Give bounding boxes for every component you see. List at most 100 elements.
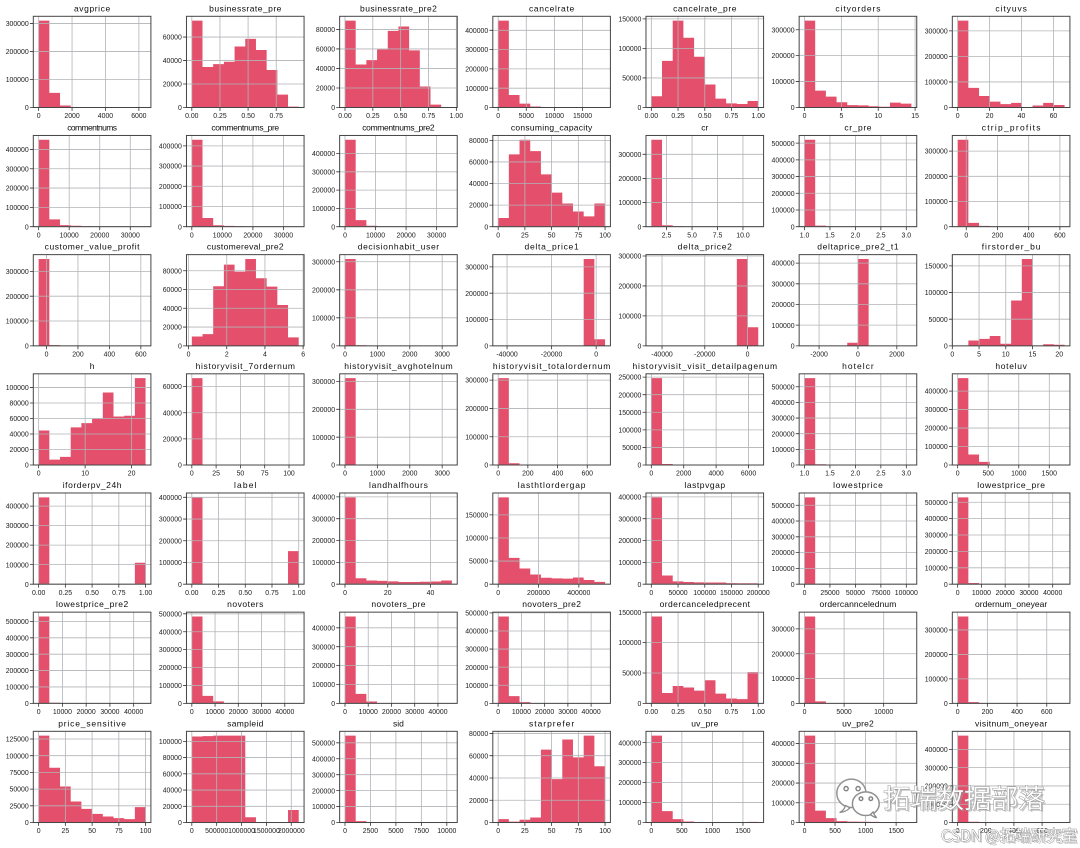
svg-text:300000: 300000	[772, 627, 795, 634]
svg-text:50000: 50000	[846, 590, 865, 597]
svg-text:0: 0	[496, 113, 500, 120]
svg-text:5: 5	[839, 113, 843, 120]
svg-text:avgprice: avgprice	[74, 3, 110, 13]
svg-text:hoteluv: hoteluv	[995, 361, 1027, 371]
svg-text:15: 15	[1029, 351, 1037, 358]
svg-text:400000: 400000	[772, 400, 795, 407]
svg-text:300000: 300000	[6, 652, 29, 659]
svg-text:0: 0	[638, 224, 642, 231]
svg-text:-2000: -2000	[810, 351, 828, 358]
svg-text:100000: 100000	[6, 562, 29, 569]
svg-text:0: 0	[791, 820, 795, 827]
svg-text:100000: 100000	[925, 80, 948, 87]
svg-text:20000: 20000	[77, 709, 96, 716]
svg-text:100000: 100000	[6, 385, 29, 392]
svg-text:200000: 200000	[747, 590, 770, 597]
svg-text:50000: 50000	[668, 590, 687, 597]
svg-text:1.5: 1.5	[825, 471, 835, 478]
svg-text:0.75: 0.75	[265, 590, 279, 597]
svg-text:60: 60	[1050, 113, 1058, 120]
svg-text:300000: 300000	[6, 523, 29, 530]
svg-text:0: 0	[638, 820, 642, 827]
svg-text:0: 0	[638, 701, 642, 708]
svg-text:300000: 300000	[312, 259, 335, 266]
svg-text:150000: 150000	[925, 264, 948, 271]
svg-text:4000: 4000	[98, 113, 113, 120]
svg-text:0: 0	[496, 709, 500, 716]
svg-text:0: 0	[25, 463, 29, 470]
svg-text:1000000: 1000000	[228, 828, 255, 835]
svg-text:400000: 400000	[6, 504, 29, 511]
svg-text:cityuvs: cityuvs	[995, 3, 1027, 13]
svg-text:100000: 100000	[465, 536, 488, 543]
svg-text:50000: 50000	[622, 445, 641, 452]
svg-text:10.0: 10.0	[736, 232, 750, 239]
svg-text:0: 0	[803, 709, 807, 716]
svg-text:0: 0	[343, 709, 347, 716]
svg-text:10000: 10000	[972, 590, 991, 597]
svg-text:50: 50	[548, 828, 556, 835]
svg-text:2.0: 2.0	[851, 232, 861, 239]
svg-text:iforderpv_24h: iforderpv_24h	[63, 480, 122, 490]
svg-text:100000: 100000	[925, 444, 948, 451]
svg-text:visitnum_oneyear: visitnum_oneyear	[975, 718, 1047, 728]
svg-text:100000: 100000	[618, 560, 641, 567]
svg-text:100000: 100000	[6, 753, 29, 760]
svg-text:1.00: 1.00	[752, 709, 766, 716]
svg-text:3000: 3000	[435, 471, 450, 478]
svg-text:100000: 100000	[618, 46, 641, 53]
svg-text:15: 15	[911, 113, 919, 120]
svg-text:0: 0	[638, 582, 642, 589]
svg-text:500000: 500000	[772, 503, 795, 510]
svg-text:decisionhabit_user: decisionhabit_user	[358, 242, 440, 252]
svg-text:200000: 200000	[618, 176, 641, 183]
svg-text:0: 0	[803, 828, 807, 835]
svg-text:200000: 200000	[465, 67, 488, 74]
svg-text:0: 0	[638, 343, 642, 350]
svg-text:40000: 40000	[275, 709, 294, 716]
svg-text:100000: 100000	[925, 676, 948, 683]
svg-text:2.0: 2.0	[851, 471, 861, 478]
svg-text:200000: 200000	[925, 54, 948, 61]
svg-text:400000: 400000	[465, 629, 488, 636]
svg-text:30000: 30000	[121, 232, 140, 239]
svg-text:30000: 30000	[405, 709, 424, 716]
svg-text:ctrip_profits: ctrip_profits	[982, 122, 1041, 132]
svg-text:400000: 400000	[925, 389, 948, 396]
svg-text:deltaprice_pre2_t1: deltaprice_pre2_t1	[817, 242, 899, 252]
svg-text:100000: 100000	[772, 566, 795, 573]
svg-text:10000: 10000	[874, 709, 893, 716]
svg-text:0: 0	[343, 351, 347, 358]
svg-text:30000: 30000	[1019, 590, 1038, 597]
svg-text:businessrate_pre: businessrate_pre	[209, 3, 282, 13]
svg-text:10000: 10000	[545, 113, 564, 120]
svg-text:20000: 20000	[316, 86, 335, 93]
svg-text:80000: 80000	[316, 27, 335, 34]
svg-text:200000: 200000	[465, 291, 488, 298]
svg-text:200000: 200000	[312, 407, 335, 414]
svg-text:0: 0	[638, 105, 642, 112]
svg-text:0: 0	[746, 351, 750, 358]
svg-text:ordercanceledprecent: ordercanceledprecent	[660, 599, 751, 609]
svg-text:10000: 10000	[205, 709, 224, 716]
svg-text:500000: 500000	[205, 828, 228, 835]
svg-text:0.00: 0.00	[645, 113, 659, 120]
svg-text:400: 400	[1011, 709, 1023, 716]
svg-text:150000: 150000	[465, 512, 488, 519]
svg-text:0: 0	[484, 701, 488, 708]
svg-text:1500000: 1500000	[253, 828, 280, 835]
svg-text:300000: 300000	[465, 378, 488, 385]
svg-text:0.75: 0.75	[270, 113, 284, 120]
svg-text:0: 0	[190, 471, 194, 478]
svg-text:0: 0	[638, 463, 642, 470]
svg-text:200000: 200000	[925, 549, 948, 556]
svg-text:100000: 100000	[618, 800, 641, 807]
svg-text:200000: 200000	[312, 788, 335, 795]
svg-text:0.50: 0.50	[85, 590, 99, 597]
svg-text:uv_pre: uv_pre	[691, 718, 718, 728]
svg-text:200000: 200000	[527, 590, 550, 597]
svg-text:0: 0	[25, 701, 29, 708]
svg-text:400000: 400000	[312, 151, 335, 158]
svg-text:cancelrate_pre: cancelrate_pre	[673, 3, 737, 13]
svg-text:uv_pre2: uv_pre2	[842, 718, 874, 728]
